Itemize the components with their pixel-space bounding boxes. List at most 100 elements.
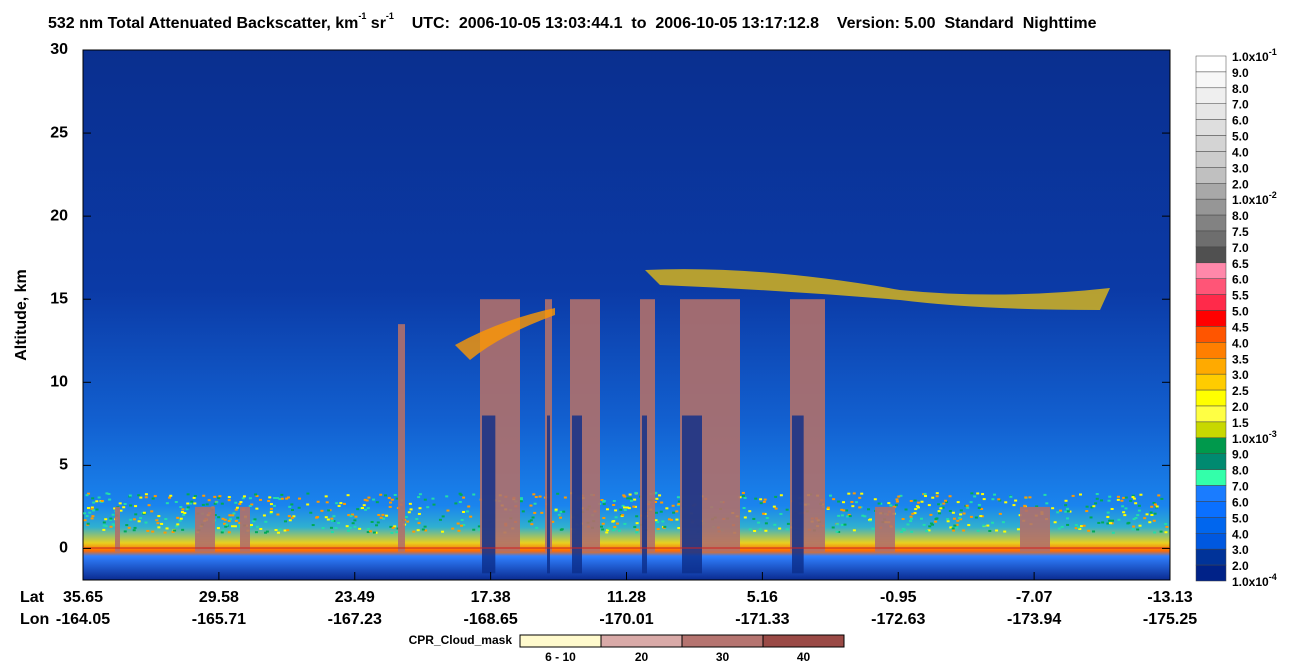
colorbar-swatch [1195, 421, 1227, 439]
speckle [122, 506, 126, 509]
speckle [462, 510, 466, 513]
speckle [309, 511, 313, 514]
speckle [358, 527, 362, 530]
speckle [180, 511, 184, 514]
speckle [846, 515, 850, 518]
speckle [345, 525, 349, 528]
speckle [472, 528, 476, 531]
speckle [935, 517, 939, 520]
speckle [157, 515, 161, 518]
speckle [92, 509, 96, 512]
speckle [290, 516, 294, 519]
speckle [622, 494, 626, 497]
lon-value: -164.05 [56, 611, 110, 628]
cloud-shadow [642, 415, 647, 574]
lat-value: 5.16 [747, 589, 778, 606]
speckle [351, 513, 355, 516]
colorbar-label-text: 8.0 [1232, 82, 1249, 96]
speckle [1132, 518, 1136, 521]
colorbar-label: 4.0 [1232, 146, 1249, 160]
speckle [274, 528, 278, 531]
speckle [363, 498, 367, 501]
speckle [622, 506, 626, 509]
speckle [125, 524, 129, 527]
speckle [306, 492, 310, 495]
speckle [668, 518, 672, 521]
speckle [656, 521, 660, 524]
colorbar-swatch [1195, 198, 1227, 216]
speckle [288, 519, 292, 522]
speckle [1045, 502, 1049, 505]
colorbar-label-text: 5.0 [1232, 305, 1249, 319]
speckle [919, 517, 923, 520]
speckle [1136, 528, 1140, 531]
colorbar-swatch [1195, 405, 1227, 423]
speckle [904, 508, 908, 511]
colorbar-label: 3.0 [1232, 162, 1249, 176]
speckle [658, 494, 662, 497]
speckle [959, 513, 963, 516]
speckle [381, 513, 385, 516]
speckle [234, 508, 238, 511]
speckle [276, 531, 280, 534]
speckle [626, 497, 630, 500]
speckle [1060, 525, 1064, 528]
speckle [1116, 498, 1120, 501]
speckle [97, 496, 101, 499]
speckle [786, 522, 790, 525]
speckle [632, 505, 636, 508]
speckle [925, 530, 929, 533]
colorbar-label: 3.0 [1232, 368, 1249, 382]
plot-area [82, 49, 1171, 581]
lat-label: Lat [20, 589, 45, 606]
speckle [655, 497, 659, 500]
speckle [1065, 517, 1069, 520]
speckle [182, 513, 186, 516]
cloud-column [240, 506, 250, 552]
speckle [164, 518, 168, 521]
speckle [1149, 511, 1153, 514]
speckle [1094, 502, 1098, 505]
speckle [1131, 496, 1135, 499]
colorbar-label-text: 2.5 [1232, 384, 1249, 398]
speckle [669, 518, 673, 521]
speckle [390, 531, 394, 534]
speckle [1108, 522, 1112, 525]
speckle [320, 509, 324, 512]
colorbar-label-text: 8.0 [1232, 464, 1249, 478]
speckle [366, 507, 370, 510]
speckle [764, 522, 768, 525]
speckle [1009, 495, 1013, 498]
speckle [533, 502, 537, 505]
speckle [395, 531, 399, 534]
speckle [762, 500, 766, 503]
speckle [1153, 512, 1157, 515]
speckle [759, 502, 763, 505]
colorbar-label: 5.0 [1232, 130, 1249, 144]
speckle [330, 517, 334, 520]
colorbar-swatch [1195, 103, 1227, 120]
speckle [417, 496, 421, 499]
speckle [851, 505, 855, 508]
speckle [1074, 527, 1078, 530]
lat-value: 23.49 [335, 589, 375, 606]
speckle [132, 518, 136, 521]
speckle [995, 529, 999, 532]
speckle [951, 527, 955, 530]
speckle [388, 505, 392, 508]
cloud-column [875, 506, 895, 552]
speckle [469, 515, 473, 518]
speckle [848, 515, 852, 518]
speckle [939, 507, 943, 510]
speckle [393, 493, 397, 496]
speckle [342, 502, 346, 505]
speckle [477, 528, 481, 531]
speckle [264, 520, 268, 523]
speckle [634, 491, 638, 494]
colorbar-label-text: 7.5 [1232, 225, 1249, 239]
speckle [980, 507, 984, 510]
speckle [324, 516, 328, 519]
colorbar-swatch [1195, 533, 1227, 550]
speckle [529, 519, 533, 522]
speckle [327, 509, 331, 512]
